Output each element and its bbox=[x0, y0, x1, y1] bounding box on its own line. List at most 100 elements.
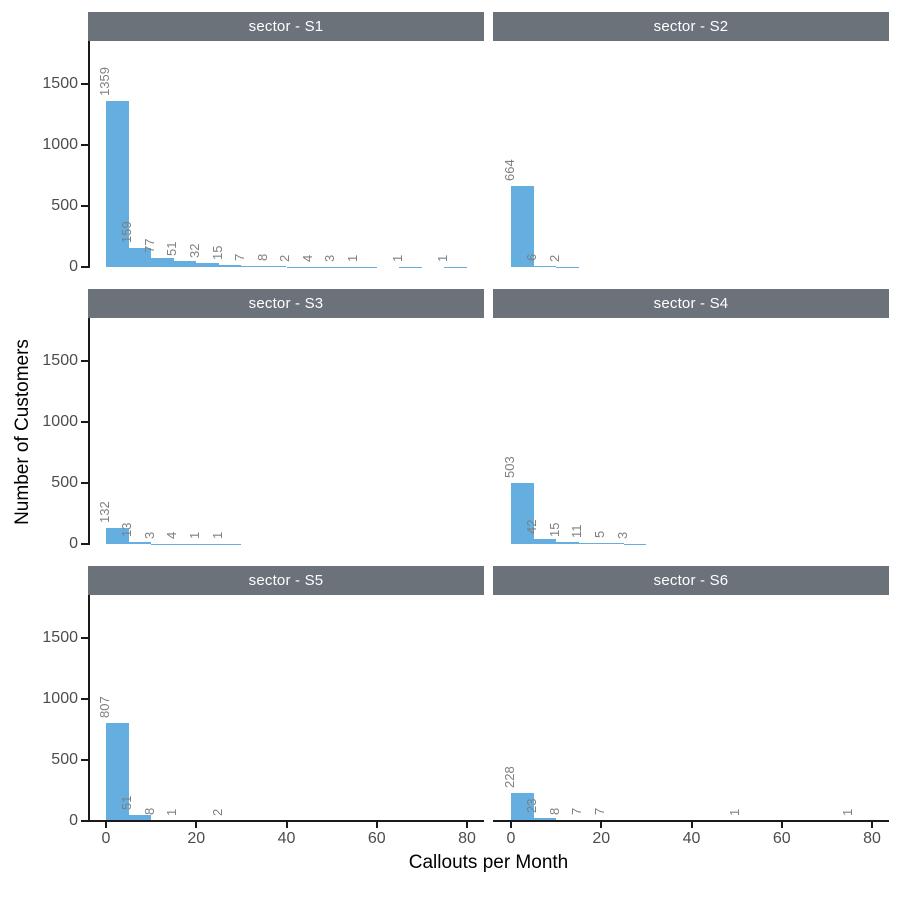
histogram-bar bbox=[556, 542, 579, 544]
bar-value-label: 1 bbox=[840, 808, 856, 816]
y-tick-label: 0 bbox=[69, 812, 78, 829]
y-tick-label: 500 bbox=[51, 197, 78, 214]
facet-strip: sector - S2 bbox=[493, 12, 889, 41]
histogram-bar bbox=[196, 263, 219, 267]
bar-value-label: 1 bbox=[344, 254, 360, 262]
bar-value-label: 228 bbox=[501, 766, 517, 789]
x-tick-label: 60 bbox=[772, 830, 791, 847]
facet-plot-area: 228 23 8 7 7 1 1 bbox=[493, 595, 889, 822]
y-tick-label: 500 bbox=[51, 751, 78, 768]
histogram-bar bbox=[511, 186, 534, 267]
bar-value-label: 807 bbox=[96, 695, 112, 718]
histogram-bar bbox=[218, 265, 242, 267]
x-axis-title: Callouts per Month bbox=[408, 852, 569, 873]
bar-value-label: 7 bbox=[569, 807, 585, 816]
histogram-bar bbox=[511, 482, 534, 544]
y-axis-tick bbox=[81, 360, 88, 362]
bar-value-label: 51 bbox=[119, 795, 135, 810]
histogram-bar bbox=[263, 266, 287, 267]
bar-value-label: 1 bbox=[164, 808, 180, 816]
bar-value-label: 2 bbox=[277, 254, 293, 262]
histogram-bar bbox=[106, 101, 129, 267]
histogram-bar bbox=[128, 814, 152, 821]
facet-plot-area: 664 6 2 bbox=[493, 41, 889, 268]
y-axis-line bbox=[88, 595, 90, 822]
bar-value-label: 159 bbox=[119, 220, 135, 243]
x-axis-tick bbox=[690, 822, 693, 828]
histogram-bar bbox=[533, 538, 557, 544]
y-axis-tick bbox=[81, 83, 88, 85]
y-axis-line bbox=[88, 318, 90, 545]
bar-value-label: 23 bbox=[524, 798, 540, 814]
facet-strip: sector - S6 bbox=[493, 566, 889, 595]
y-axis-tick bbox=[81, 698, 88, 700]
x-axis-tick bbox=[195, 822, 198, 828]
x-axis-tick bbox=[105, 822, 107, 828]
bar-value-label: 51 bbox=[164, 241, 180, 256]
bar-value-label: 32 bbox=[187, 243, 203, 259]
y-tick-label: 1500 bbox=[42, 75, 78, 92]
x-tick-label: 0 bbox=[506, 830, 516, 847]
x-tick-label: 40 bbox=[277, 830, 296, 847]
facet-strip: sector - S5 bbox=[88, 566, 484, 595]
bar-value-label: 42 bbox=[524, 519, 540, 534]
y-tick-label: 500 bbox=[51, 474, 78, 491]
facet-plot-area: 132 13 3 4 1 1 bbox=[88, 318, 484, 545]
bar-value-label: 8 bbox=[254, 253, 270, 262]
y-axis-tick bbox=[81, 543, 88, 545]
bar-value-label: 15 bbox=[209, 245, 225, 261]
facet-plot-area: 1359 159 77 51 32 15 7 8 2 4 3 1 1 1 bbox=[88, 41, 484, 268]
facet-plot-area: 503 42 15 11 5 3 bbox=[493, 318, 889, 545]
bar-value-label: 8 bbox=[546, 807, 562, 816]
bar-value-label: 1 bbox=[209, 531, 225, 539]
x-axis-tick bbox=[466, 822, 468, 828]
bar-value-label: 7 bbox=[232, 253, 248, 262]
bar-value-label: 1 bbox=[727, 808, 743, 816]
bar-value-label: 503 bbox=[501, 455, 517, 478]
y-axis-tick bbox=[81, 637, 88, 639]
x-axis-tick bbox=[600, 822, 603, 828]
bar-value-label: 3 bbox=[614, 531, 630, 539]
bar-value-label: 1 bbox=[390, 254, 406, 262]
bar-value-label: 13 bbox=[119, 522, 135, 538]
bar-value-label: 11 bbox=[569, 524, 585, 538]
x-tick-label: 40 bbox=[682, 830, 701, 847]
facet-strip: sector - S4 bbox=[493, 289, 889, 318]
bar-value-label: 15 bbox=[546, 522, 562, 538]
x-tick-label: 60 bbox=[367, 830, 386, 847]
histogram-bar bbox=[106, 722, 129, 821]
y-tick-label: 0 bbox=[69, 535, 78, 552]
bar-value-label: 132 bbox=[96, 501, 112, 523]
histogram-bar bbox=[241, 266, 264, 267]
y-tick-label: 1000 bbox=[42, 413, 78, 430]
histogram-bar bbox=[173, 260, 197, 267]
y-axis-tick bbox=[81, 144, 88, 146]
y-axis-tick bbox=[81, 759, 88, 761]
bar-value-label: 6 bbox=[524, 254, 540, 262]
histogram-bar bbox=[106, 527, 129, 544]
x-axis-tick bbox=[780, 822, 783, 828]
histogram-bar bbox=[601, 543, 624, 544]
bar-value-label: 2 bbox=[209, 808, 225, 816]
y-axis-tick bbox=[81, 820, 88, 822]
y-tick-label: 1500 bbox=[42, 629, 78, 646]
x-tick-label: 80 bbox=[863, 830, 881, 847]
bar-value-label: 1 bbox=[435, 254, 451, 262]
x-axis-tick bbox=[871, 822, 873, 828]
x-axis-tick bbox=[375, 822, 378, 828]
histogram-bar bbox=[151, 257, 174, 267]
bar-value-label: 4 bbox=[164, 531, 180, 539]
y-axis-tick bbox=[81, 482, 88, 484]
x-axis-line bbox=[88, 820, 484, 822]
y-axis-tick bbox=[81, 205, 88, 207]
y-tick-label: 1000 bbox=[42, 690, 78, 707]
histogram-bar bbox=[128, 247, 152, 267]
y-tick-label: 0 bbox=[69, 258, 78, 275]
bar-value-label: 3 bbox=[322, 254, 338, 262]
x-axis-tick bbox=[285, 822, 288, 828]
x-axis-line bbox=[493, 820, 889, 822]
histogram-bar bbox=[578, 542, 602, 544]
bar-value-label: 3 bbox=[141, 531, 157, 539]
x-tick-label: 20 bbox=[592, 830, 611, 847]
